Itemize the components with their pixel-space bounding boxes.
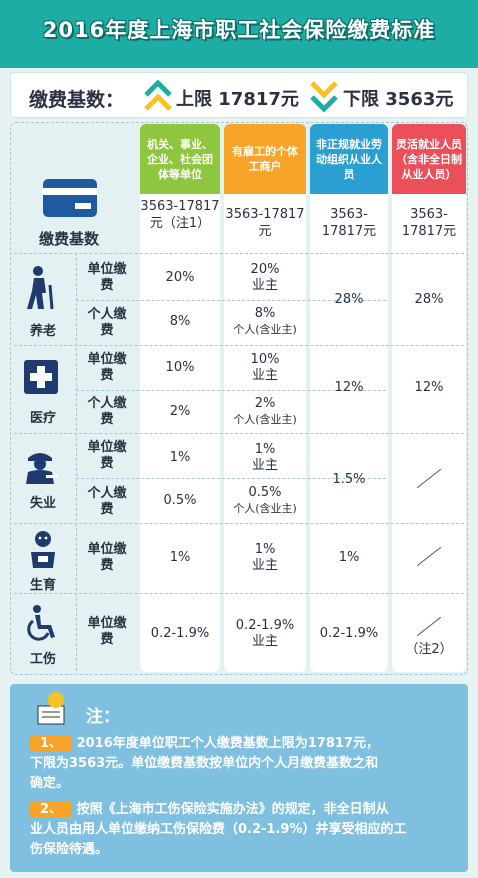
column-informal: 非正规就业劳动组织从业人员 bbox=[310, 124, 388, 672]
medical-cross-icon bbox=[24, 360, 58, 394]
arrow-down-icon bbox=[310, 81, 338, 113]
column-flexible: 灵活就业人员（含非全日制从业人员） bbox=[392, 124, 466, 672]
row-label-base: 缴费基数 bbox=[38, 230, 99, 248]
rate-value: 8% bbox=[169, 314, 191, 329]
rate-note: 业主 bbox=[251, 558, 278, 573]
rate-value: 12% bbox=[414, 380, 444, 395]
divider bbox=[76, 253, 77, 671]
sub-label-unit: 单位缴费 bbox=[87, 616, 127, 647]
base-label: 缴费基数： bbox=[29, 89, 125, 111]
rate-value: 20% bbox=[165, 270, 195, 285]
divider bbox=[14, 593, 464, 594]
rate-value: 1.5% bbox=[332, 472, 366, 487]
page-title: 2016年度上海市职工社会保险缴费标准 bbox=[42, 18, 436, 42]
note-text: 按照《上海市工伤保险实施办法》的规定，非全日制从 bbox=[76, 802, 389, 817]
rate-note: 业主 bbox=[251, 278, 278, 293]
base-value: 3563-17817元 bbox=[401, 207, 457, 239]
baby-icon bbox=[31, 531, 55, 568]
column-institutions: 机关、事业、企业、社会团体等单位 bbox=[140, 124, 220, 672]
rate-note: 业主 bbox=[251, 368, 278, 383]
divider bbox=[14, 345, 464, 346]
note-2-line: 业人员由用人单位缴纳工伤保险费（0.2-1.9%）并享受相应的工 bbox=[30, 822, 407, 837]
column-header: 有雇工的个体工商户 bbox=[224, 124, 306, 194]
rate-value: 10% bbox=[165, 360, 195, 375]
rate-value: 1% bbox=[169, 550, 191, 565]
worker-icon bbox=[26, 453, 58, 484]
rate-value: 28% bbox=[414, 292, 444, 307]
divider bbox=[76, 478, 386, 479]
notes-heading: 注： bbox=[86, 707, 120, 727]
rate-note: 个人(含业主) bbox=[233, 413, 297, 426]
wheelchair-icon bbox=[27, 605, 55, 641]
base-value: 3563-17817元（注1） bbox=[140, 199, 220, 231]
base-value: 3563-17817元 bbox=[321, 207, 377, 239]
base-range-bar: 缴费基数： 上限 17817元 下限 3563元 bbox=[10, 72, 468, 118]
sub-label-unit: 单位缴费 bbox=[87, 542, 127, 573]
rate-value: 0.2-1.9% bbox=[319, 626, 379, 641]
rate-value: 1% bbox=[169, 450, 191, 465]
sub-label-personal: 个人缴费 bbox=[87, 396, 127, 427]
rate-value: 0.5% bbox=[248, 485, 282, 500]
rate-note: 个人(含业主) bbox=[233, 323, 297, 336]
card-icon bbox=[43, 179, 97, 217]
rate-value: 1% bbox=[254, 542, 276, 557]
row-label-pension: 养老 bbox=[29, 324, 56, 339]
lightbulb-icon bbox=[37, 692, 65, 725]
sub-label-unit: 单位缴费 bbox=[87, 262, 127, 293]
sub-label-personal: 个人缴费 bbox=[87, 307, 127, 338]
column-header: 机关、事业、企业、社会团体等单位 bbox=[140, 124, 220, 194]
divider bbox=[76, 390, 386, 391]
rate-value: 20% bbox=[250, 262, 280, 277]
rate-value: 1% bbox=[338, 550, 360, 565]
notes-panel: 注： 1、 2016年度单位职工个人缴费基数上限为17817元， 下限为3563… bbox=[10, 684, 468, 872]
divider bbox=[14, 253, 464, 254]
rate-note: 个人(含业主) bbox=[233, 502, 297, 515]
title-bar bbox=[0, 0, 478, 68]
rate-value: 12% bbox=[334, 380, 364, 395]
row-label-maternity: 生育 bbox=[29, 578, 56, 593]
row-label-injury: 工伤 bbox=[29, 652, 56, 667]
divider bbox=[14, 523, 464, 524]
arrow-up-icon bbox=[144, 79, 172, 111]
note-number: 1、 bbox=[30, 736, 73, 751]
divider bbox=[14, 433, 464, 434]
sub-label-unit: 单位缴费 bbox=[87, 352, 127, 383]
column-header: 非正规就业劳动组织从业人员 bbox=[310, 124, 388, 194]
rate-value: 0.5% bbox=[163, 493, 197, 508]
rate-note: 业主 bbox=[251, 458, 278, 473]
rate-value: 0.2-1.9% bbox=[235, 618, 295, 633]
rate-value: 1% bbox=[254, 442, 276, 457]
rate-value: 8% bbox=[254, 306, 276, 321]
note-1-line: 下限为3563元。单位缴费基数按单位内个人月缴费基数之和 bbox=[30, 756, 379, 771]
note-number: 2、 bbox=[30, 802, 73, 817]
note-1-line: 确定。 bbox=[30, 776, 70, 791]
note-2-line: 2、 按照《上海市工伤保险实施办法》的规定，非全日制从 bbox=[30, 800, 389, 819]
rate-value: 2% bbox=[254, 396, 276, 411]
rate-note: 业主 bbox=[251, 634, 278, 649]
row-label-medical: 医疗 bbox=[29, 411, 56, 426]
row-label-unemployment: 失业 bbox=[29, 496, 56, 511]
footnote-ref: （注2） bbox=[405, 642, 453, 657]
upper-limit: 上限 17817元 bbox=[176, 89, 299, 110]
lower-limit: 下限 3563元 bbox=[343, 89, 454, 110]
elderly-icon bbox=[27, 266, 54, 310]
rate-value: 2% bbox=[169, 404, 191, 419]
divider bbox=[76, 300, 386, 301]
base-value: 3563-17817元 bbox=[225, 207, 305, 239]
rate-value: 10% bbox=[250, 352, 280, 367]
note-2-line: 伤保险待遇。 bbox=[30, 842, 109, 857]
sub-label-unit: 单位缴费 bbox=[87, 440, 127, 471]
rate-value: 0.2-1.9% bbox=[150, 626, 210, 641]
note-text: 2016年度单位职工个人缴费基数上限为17817元， bbox=[76, 736, 379, 751]
column-header: 灵活就业人员（含非全日制从业人员） bbox=[392, 124, 466, 194]
sub-label-personal: 个人缴费 bbox=[87, 486, 127, 517]
rate-value: 28% bbox=[334, 292, 364, 307]
column-self-employed: 有雇工的个体工商户 bbox=[224, 124, 306, 672]
note-1-line: 1、 2016年度单位职工个人缴费基数上限为17817元， bbox=[30, 734, 379, 753]
